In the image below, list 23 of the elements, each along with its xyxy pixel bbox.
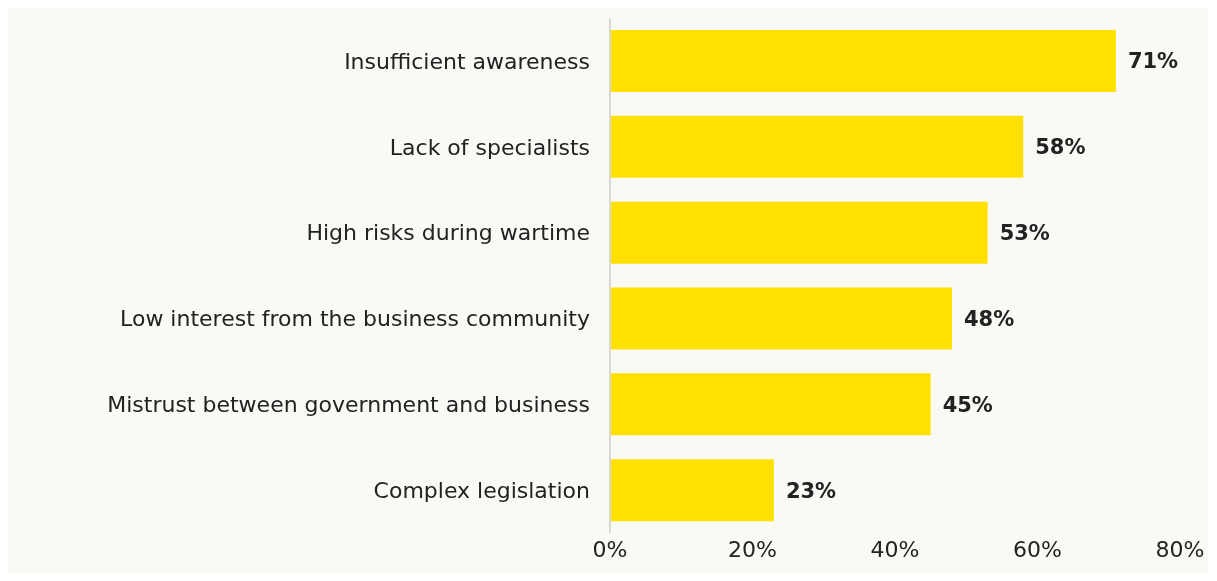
y-tick-label: Low interest from the business community <box>120 306 590 332</box>
bar <box>610 287 952 350</box>
y-tick-label: High risks during wartime <box>306 220 590 246</box>
data-label: 45% <box>942 392 993 417</box>
x-tick-label: 60% <box>1013 536 1062 562</box>
x-tick-label: 80% <box>1155 536 1205 562</box>
y-tick-label: Lack of specialists <box>389 134 590 160</box>
data-label: 23% <box>785 478 837 503</box>
data-label: 53% <box>999 221 1050 246</box>
data-label: 48% <box>964 306 1015 331</box>
bar <box>610 459 774 522</box>
data-label: 58% <box>1035 135 1086 160</box>
bar <box>610 115 1024 178</box>
bar <box>610 201 988 264</box>
y-tick-label: Complex legislation <box>373 477 590 503</box>
bar <box>610 373 931 436</box>
y-tick-label: Mistrust between government and business <box>107 392 590 418</box>
x-tick-label: 20% <box>728 536 777 562</box>
bar <box>610 30 1116 92</box>
x-tick-label: 0% <box>592 536 628 562</box>
y-tick-label: Insufficient awareness <box>344 48 590 74</box>
x-tick-label: 40% <box>870 536 920 562</box>
data-label: 71% <box>1127 49 1179 74</box>
